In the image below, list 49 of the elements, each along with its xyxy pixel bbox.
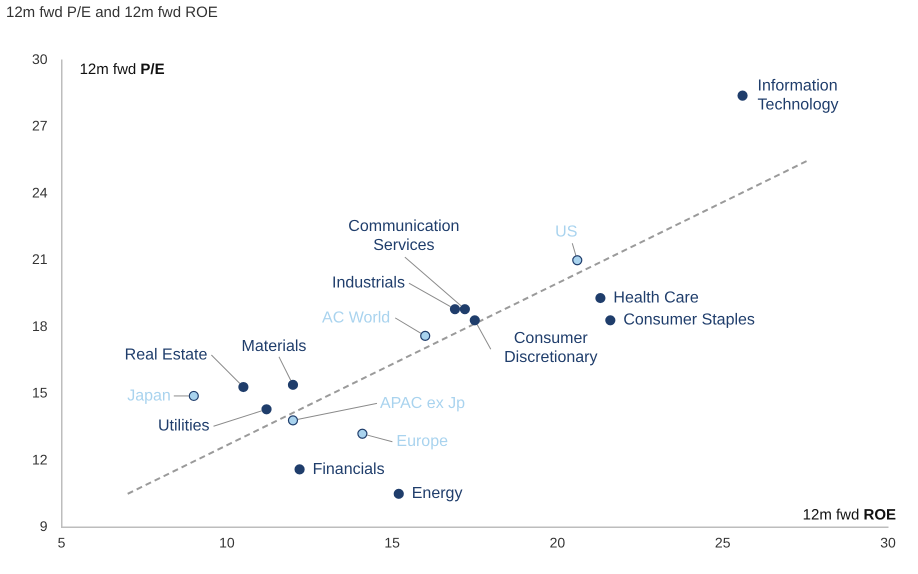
y-tick-label: 15 — [32, 384, 48, 401]
point — [261, 404, 272, 414]
y-tick-label: 27 — [32, 118, 48, 134]
annotation: Real Estate — [124, 346, 208, 364]
y-tick-label: 18 — [32, 318, 48, 334]
x-tick-label: 20 — [550, 534, 566, 550]
x-tick-label: 10 — [219, 534, 235, 550]
point — [450, 304, 460, 314]
y-axis-title: 12m fwd P/E — [80, 61, 165, 78]
y-tick-label: 9 — [40, 518, 48, 534]
x-tick-label: 30 — [880, 534, 896, 550]
annotation: Financials — [312, 460, 385, 478]
point — [394, 488, 404, 499]
annotation: APAC ex Jp — [380, 394, 466, 412]
point — [470, 315, 480, 326]
point — [595, 292, 606, 304]
point — [605, 315, 616, 326]
annotation: Utilities — [158, 418, 210, 435]
annotation: Communication Services — [348, 218, 460, 254]
point — [737, 90, 748, 101]
x-tick-label: 5 — [58, 534, 66, 550]
annotation: Japan — [127, 387, 171, 404]
point — [238, 382, 248, 392]
annotation: AC World — [322, 309, 390, 326]
annotation: Consumer Discretionary — [504, 330, 598, 366]
point — [420, 330, 430, 341]
point — [572, 255, 582, 266]
x-axis-title: 12m fwd ROE — [802, 506, 896, 524]
y-tick-label: 24 — [32, 184, 48, 200]
x-tick-label: 15 — [384, 534, 400, 550]
point — [294, 464, 305, 474]
annotation: Europe — [396, 433, 448, 450]
point — [288, 380, 298, 390]
annotation: Industrials — [332, 274, 405, 292]
point — [460, 304, 470, 314]
chart-title: 12m fwd P/E and 12m fwd ROE — [6, 4, 218, 21]
point — [288, 415, 298, 426]
x-tick-label: 25 — [714, 534, 731, 550]
annotation: Energy — [412, 485, 462, 502]
y-tick-label: 21 — [32, 251, 48, 268]
annotation: Information Technology — [758, 78, 838, 114]
annotation: Health Care — [613, 289, 699, 306]
annotation: Consumer Staples — [623, 312, 755, 329]
point — [188, 390, 199, 402]
point — [357, 428, 368, 439]
annotation: Materials — [242, 338, 306, 356]
y-tick-label: 30 — [32, 50, 48, 67]
y-tick-label: 12 — [32, 451, 48, 468]
annotation: US — [555, 224, 578, 241]
